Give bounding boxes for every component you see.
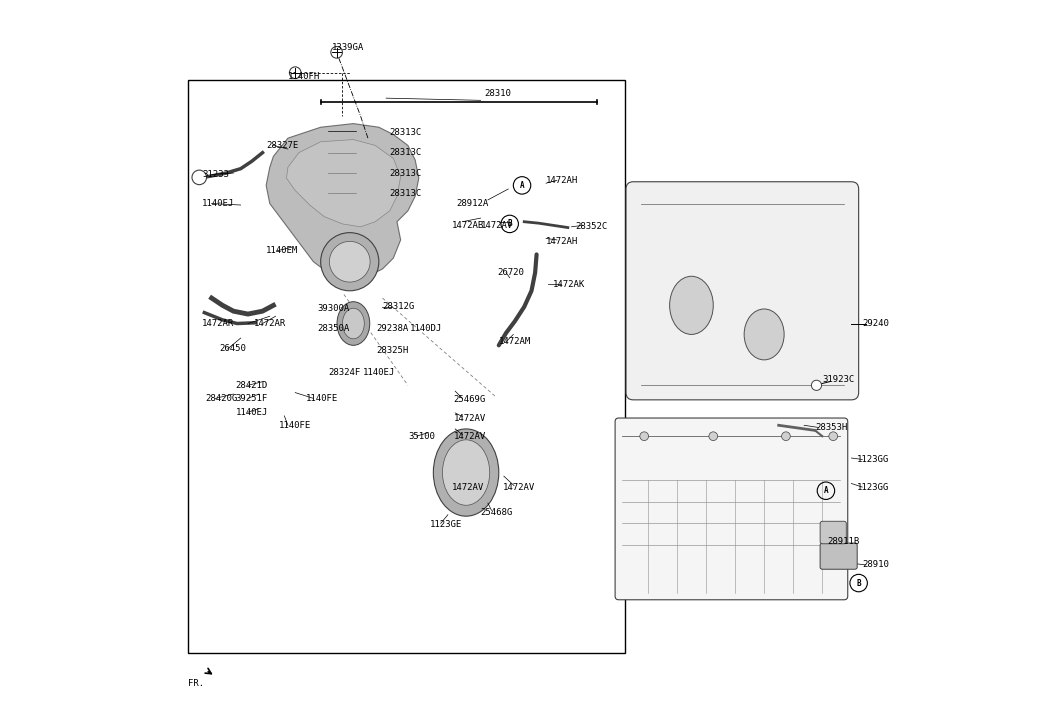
- Circle shape: [811, 380, 822, 390]
- Text: 28312G: 28312G: [383, 302, 415, 311]
- Text: 39300A: 39300A: [317, 305, 350, 313]
- FancyBboxPatch shape: [821, 521, 846, 544]
- Text: 28327E: 28327E: [266, 141, 299, 150]
- Text: 28325H: 28325H: [376, 346, 409, 355]
- Text: 28353H: 28353H: [815, 423, 847, 432]
- Ellipse shape: [337, 302, 370, 345]
- Text: 29240: 29240: [862, 319, 889, 328]
- Text: A: A: [824, 486, 828, 495]
- Text: 1140EJ: 1140EJ: [236, 408, 268, 417]
- Ellipse shape: [434, 429, 499, 516]
- Text: 39251F: 39251F: [236, 394, 268, 403]
- Ellipse shape: [670, 276, 713, 334]
- Circle shape: [709, 432, 718, 441]
- PathPatch shape: [266, 124, 419, 278]
- Circle shape: [640, 432, 648, 441]
- Circle shape: [829, 432, 838, 441]
- Text: 1472AR: 1472AR: [202, 319, 235, 328]
- Text: 1140EJ: 1140EJ: [362, 369, 395, 377]
- Text: 1472AV: 1472AV: [454, 414, 486, 422]
- Text: 1472AK: 1472AK: [554, 281, 586, 289]
- Text: 1472AH: 1472AH: [546, 176, 578, 185]
- Circle shape: [192, 170, 206, 185]
- Text: 28912A: 28912A: [457, 199, 489, 208]
- Circle shape: [781, 432, 790, 441]
- Text: 31233: 31233: [202, 170, 229, 179]
- FancyBboxPatch shape: [615, 418, 848, 600]
- Ellipse shape: [744, 309, 784, 360]
- Text: 1123GG: 1123GG: [857, 455, 890, 464]
- FancyBboxPatch shape: [626, 182, 859, 400]
- Circle shape: [321, 233, 378, 291]
- Text: 1123GG: 1123GG: [857, 483, 890, 491]
- Text: 31923C: 31923C: [823, 375, 855, 384]
- Text: 28313C: 28313C: [390, 128, 422, 137]
- PathPatch shape: [287, 140, 401, 227]
- Text: 1140FH: 1140FH: [288, 72, 320, 81]
- Text: FR.: FR.: [188, 679, 204, 688]
- Text: 1140FE: 1140FE: [280, 421, 311, 430]
- Text: 1472AH: 1472AH: [546, 237, 578, 246]
- Text: 1123GE: 1123GE: [429, 521, 462, 529]
- Circle shape: [330, 241, 370, 282]
- Text: 25468G: 25468G: [480, 508, 512, 517]
- Text: B: B: [857, 579, 861, 587]
- Text: B: B: [507, 220, 512, 228]
- Text: 28911B: 28911B: [827, 537, 860, 546]
- Text: 28324F: 28324F: [328, 369, 360, 377]
- Text: 28352C: 28352C: [575, 222, 607, 231]
- Text: A: A: [520, 181, 524, 190]
- Circle shape: [331, 47, 342, 58]
- Text: 28313C: 28313C: [390, 189, 422, 198]
- Text: 25469G: 25469G: [454, 395, 486, 404]
- Text: 26720: 26720: [497, 268, 524, 277]
- Text: 1140EJ: 1140EJ: [202, 199, 235, 208]
- Text: 26450: 26450: [220, 345, 247, 353]
- Text: 1472AV: 1472AV: [503, 483, 535, 491]
- Text: 28910: 28910: [862, 561, 889, 569]
- Text: 1472AB: 1472AB: [452, 221, 484, 230]
- Text: 1472AV: 1472AV: [480, 221, 512, 230]
- FancyBboxPatch shape: [821, 543, 857, 569]
- Text: 28421D: 28421D: [236, 381, 268, 390]
- Text: 1472AR: 1472AR: [254, 319, 286, 328]
- Text: 28313C: 28313C: [390, 169, 422, 177]
- Text: 1472AM: 1472AM: [499, 337, 532, 346]
- Text: 1140DJ: 1140DJ: [409, 324, 441, 333]
- Bar: [188, 80, 625, 653]
- Text: 28310: 28310: [485, 89, 511, 97]
- Text: 1140FE: 1140FE: [306, 394, 338, 403]
- Text: 1140EM: 1140EM: [266, 246, 299, 255]
- Ellipse shape: [442, 440, 490, 505]
- Text: 28420G: 28420G: [206, 394, 238, 403]
- Text: 28313C: 28313C: [390, 148, 422, 157]
- Text: 28350A: 28350A: [317, 324, 350, 333]
- Ellipse shape: [342, 308, 365, 339]
- Text: 29238A: 29238A: [376, 324, 409, 333]
- Text: 1472AV: 1472AV: [454, 432, 486, 441]
- Circle shape: [289, 67, 301, 79]
- Text: 1472AV: 1472AV: [452, 483, 484, 491]
- Text: 35100: 35100: [408, 432, 435, 441]
- Text: 1339GA: 1339GA: [332, 43, 364, 52]
